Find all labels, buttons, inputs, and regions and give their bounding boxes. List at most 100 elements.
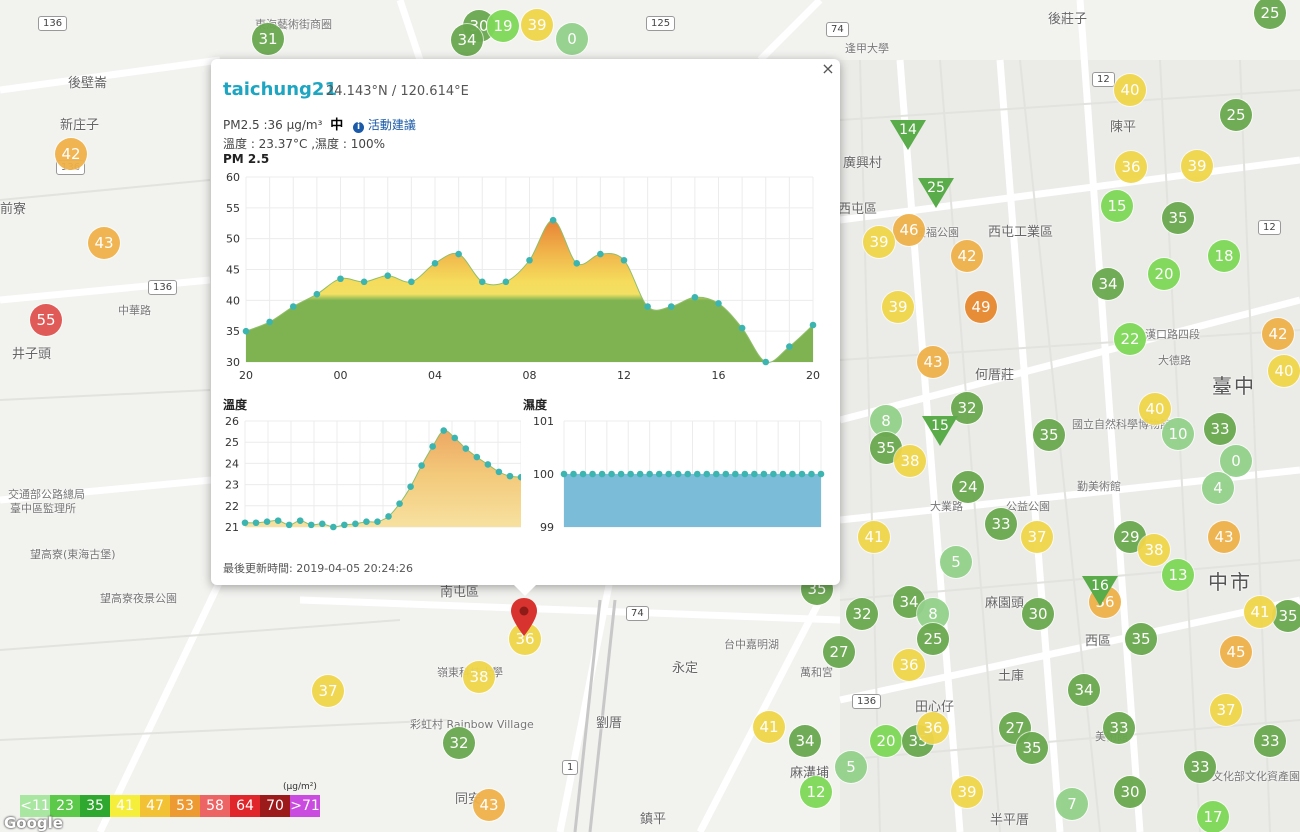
sensor-triangle-marker[interactable]: 14 (890, 120, 926, 150)
air-quality-marker[interactable]: 7 (1056, 788, 1088, 820)
temperature-chart: 21 22 23 24 25 26 (225, 415, 521, 534)
air-quality-marker[interactable]: 38 (1138, 534, 1170, 566)
air-quality-marker[interactable]: 33 (1184, 751, 1216, 783)
google-logo[interactable]: Google (4, 814, 63, 832)
air-quality-marker[interactable]: 49 (965, 291, 997, 323)
air-quality-marker[interactable]: 35 (1272, 600, 1300, 632)
air-quality-marker[interactable]: 32 (443, 727, 475, 759)
air-quality-marker[interactable]: 41 (1244, 596, 1276, 628)
air-quality-marker[interactable]: 43 (473, 789, 505, 821)
air-quality-marker[interactable]: 35 (1016, 732, 1048, 764)
air-quality-marker[interactable]: 36 (1115, 151, 1147, 183)
y-tick-label: 25 (225, 436, 239, 449)
air-quality-marker[interactable]: 43 (917, 346, 949, 378)
air-quality-marker[interactable]: 46 (893, 214, 925, 246)
data-point (241, 519, 249, 527)
air-quality-marker[interactable]: 20 (1148, 258, 1180, 290)
air-quality-marker[interactable]: 5 (940, 546, 972, 578)
place-label: 望高寮(東海古堡) (30, 548, 116, 561)
air-quality-marker[interactable]: 41 (858, 521, 890, 553)
air-quality-marker[interactable]: 10 (1162, 418, 1194, 450)
air-quality-marker[interactable]: 39 (1181, 150, 1213, 182)
air-quality-marker[interactable]: 22 (1114, 323, 1146, 355)
close-icon[interactable]: × (821, 59, 835, 78)
air-quality-marker[interactable]: 38 (894, 445, 926, 477)
air-quality-marker[interactable]: 34 (1068, 674, 1100, 706)
air-quality-marker[interactable]: 45 (1220, 636, 1252, 668)
sensor-triangle-marker[interactable]: 25 (918, 178, 954, 208)
air-quality-marker[interactable]: 40 (1268, 355, 1300, 387)
air-quality-marker[interactable]: 39 (951, 776, 983, 808)
air-quality-marker[interactable]: 38 (463, 661, 495, 693)
sensor-triangle-marker[interactable]: 16 (1082, 576, 1118, 606)
data-point (484, 461, 492, 468)
air-quality-marker[interactable]: 42 (55, 138, 87, 170)
air-quality-marker[interactable]: 40 (1114, 74, 1146, 106)
air-quality-marker[interactable]: 25 (1220, 99, 1252, 131)
air-quality-marker[interactable]: 8 (870, 405, 902, 437)
air-quality-marker[interactable]: 35 (870, 432, 902, 464)
air-quality-marker[interactable]: 32 (846, 598, 878, 630)
air-quality-marker[interactable]: 31 (252, 23, 284, 55)
air-quality-marker[interactable]: 30 (1022, 598, 1054, 630)
air-quality-marker[interactable]: 17 (1197, 801, 1229, 832)
air-quality-marker[interactable]: 12 (800, 776, 832, 808)
air-quality-marker[interactable]: 36 (917, 712, 949, 744)
air-quality-marker[interactable]: 0 (556, 23, 588, 55)
road-shield: 136 (148, 280, 178, 295)
air-quality-marker[interactable]: 35 (1125, 623, 1157, 655)
air-quality-marker[interactable]: 27 (823, 636, 855, 668)
air-quality-marker[interactable]: 33 (1103, 712, 1135, 744)
air-quality-marker[interactable]: 34 (789, 725, 821, 757)
selected-location-pin-icon[interactable] (511, 598, 537, 640)
air-quality-marker[interactable]: 36 (893, 649, 925, 681)
data-point (330, 523, 337, 531)
air-quality-marker[interactable]: 35 (1162, 202, 1194, 234)
data-point (384, 272, 392, 279)
air-quality-marker[interactable]: 39 (521, 9, 553, 41)
air-quality-marker[interactable]: 40 (1139, 393, 1171, 425)
activity-advice-link[interactable]: i 活動建議 (353, 118, 416, 133)
air-quality-marker[interactable]: 33 (985, 508, 1017, 540)
air-quality-marker[interactable]: 39 (863, 226, 895, 258)
air-quality-marker[interactable]: 37 (1021, 521, 1053, 553)
place-label: 望高寮夜景公園 (100, 592, 177, 605)
air-quality-marker[interactable]: 24 (952, 471, 984, 503)
sensor-triangle-marker[interactable]: 15 (922, 416, 958, 446)
air-quality-marker[interactable]: 25 (1254, 0, 1286, 29)
air-quality-marker[interactable]: 34 (1092, 268, 1124, 300)
air-quality-marker[interactable]: 30 (1114, 776, 1146, 808)
air-quality-marker[interactable]: 42 (951, 240, 983, 272)
air-quality-marker[interactable]: 20 (870, 725, 902, 757)
pm25-value: PM2.5 :36 μg/m³ (223, 118, 323, 132)
air-quality-marker[interactable]: 19 (487, 10, 519, 42)
air-quality-marker[interactable]: 13 (1162, 559, 1194, 591)
air-quality-marker[interactable]: 33 (1204, 413, 1236, 445)
air-quality-marker[interactable]: 43 (88, 227, 120, 259)
air-quality-marker[interactable]: 33 (1254, 725, 1286, 757)
air-quality-marker[interactable]: 43 (1208, 521, 1240, 553)
air-quality-marker[interactable]: 18 (1208, 240, 1240, 272)
air-quality-marker[interactable]: 37 (1210, 694, 1242, 726)
data-point (418, 462, 425, 469)
air-quality-marker[interactable]: 0 (1220, 445, 1252, 477)
air-quality-marker[interactable]: 25 (917, 623, 949, 655)
air-quality-marker[interactable]: 34 (451, 24, 483, 56)
data-point (579, 470, 587, 478)
data-point (385, 513, 392, 520)
air-quality-marker[interactable]: 42 (1262, 318, 1294, 350)
air-quality-marker[interactable]: 37 (312, 675, 344, 707)
x-tick-label: 08 (523, 369, 537, 382)
air-quality-marker[interactable]: 41 (753, 711, 785, 743)
air-quality-marker[interactable]: 35 (1033, 419, 1065, 451)
air-quality-marker[interactable]: 15 (1101, 190, 1133, 222)
air-quality-marker[interactable]: 39 (882, 291, 914, 323)
data-point (597, 250, 604, 258)
air-quality-marker[interactable]: 4 (1202, 472, 1234, 504)
air-quality-marker[interactable]: 5 (835, 751, 867, 783)
y-tick-label: 22 (225, 500, 239, 513)
air-quality-marker[interactable]: 27 (999, 712, 1031, 744)
air-quality-marker[interactable]: 55 (30, 304, 62, 336)
x-tick-label: 04 (428, 369, 442, 382)
data-point (307, 521, 315, 529)
